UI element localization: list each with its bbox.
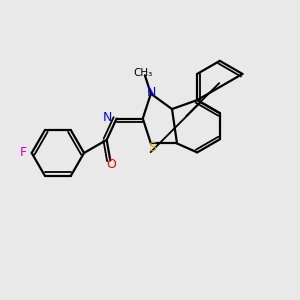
- Text: N: N: [147, 86, 156, 99]
- Text: F: F: [20, 146, 27, 160]
- Text: N: N: [103, 111, 112, 124]
- Text: O: O: [106, 158, 116, 172]
- Text: S: S: [148, 140, 156, 154]
- Text: CH₃: CH₃: [133, 68, 152, 78]
